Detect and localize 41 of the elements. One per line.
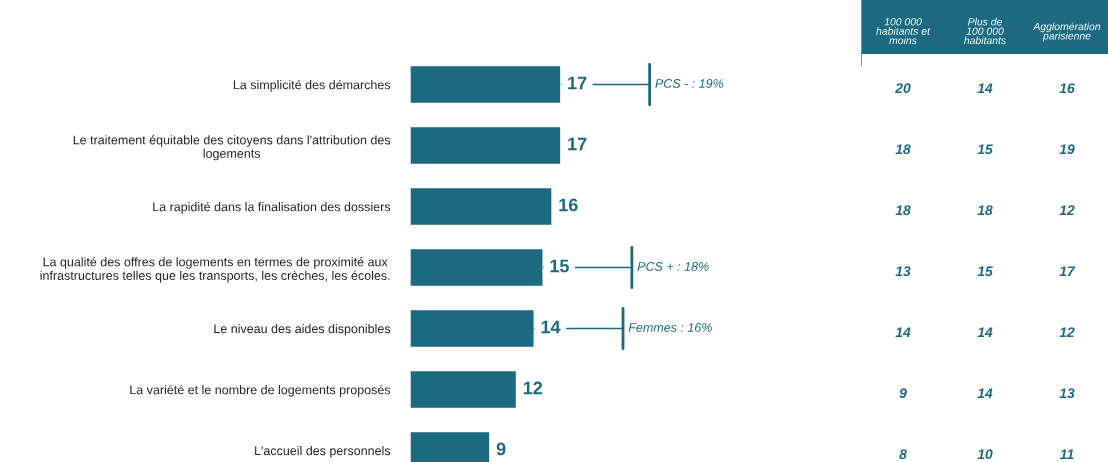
data-label: 15 — [977, 144, 993, 155]
data-label: 18 — [895, 205, 911, 216]
data-label: 15 — [977, 266, 993, 277]
data-label: 14 — [977, 327, 993, 337]
data-label: 10 — [977, 449, 993, 460]
data-label: 12 — [1059, 327, 1075, 337]
x-tick-label: Plus de 100 000 habitants — [964, 17, 1006, 45]
data-label: 14 — [895, 327, 911, 337]
data-label: 17 — [1059, 266, 1076, 276]
data-label: 16 — [559, 198, 578, 212]
y-tick-label: La simplicité des démarches — [233, 79, 391, 92]
data-label: 13 — [895, 266, 911, 277]
data-label: 14 — [977, 83, 993, 93]
data-label: 16 — [1059, 83, 1075, 94]
y-tick-label: La qualité des offres de logements en termes de proximité aux infrastructures telles que les transports, les crèches, les écoles. — [40, 257, 390, 283]
data-label: 12 — [1059, 205, 1075, 215]
x-tick-label: Agglomération parisienne — [1032, 22, 1101, 42]
data-label: 9 — [496, 442, 506, 456]
data-label: 8 — [899, 449, 907, 460]
data-label: 12 — [523, 381, 543, 395]
y-tick-label: La variété et le nombre de logements proposés — [130, 384, 391, 397]
annotation: Femmes : 16% — [628, 323, 712, 332]
data-label: 17 — [568, 76, 587, 90]
data-label: 13 — [1059, 388, 1075, 399]
y-tick-label: La rapidité dans la finalisation des dossiers — [153, 201, 391, 214]
data-label: 15 — [550, 259, 569, 273]
data-label: 18 — [895, 144, 911, 155]
data-label: 17 — [568, 137, 587, 151]
annotation: PCS - : 19% — [655, 79, 724, 88]
data-label: 14 — [541, 320, 561, 334]
y-tick-label: Le niveau des aides disponibles — [214, 323, 391, 336]
data-label: 19 — [1059, 144, 1075, 155]
x-tick-label: 100 000 habitants et moins — [876, 18, 931, 45]
y-tick-label: L'accueil des personnels — [255, 445, 391, 458]
data-label: 18 — [977, 205, 993, 216]
y-tick-label: Le traitement équitable des citoyens dans l'attribution des logements — [73, 135, 391, 161]
data-label: 11 — [1060, 449, 1074, 459]
data-label: 14 — [977, 388, 993, 398]
annotation: PCS + : 18% — [637, 262, 709, 271]
data-label: 9 — [899, 388, 907, 399]
data-label: 20 — [895, 83, 911, 94]
